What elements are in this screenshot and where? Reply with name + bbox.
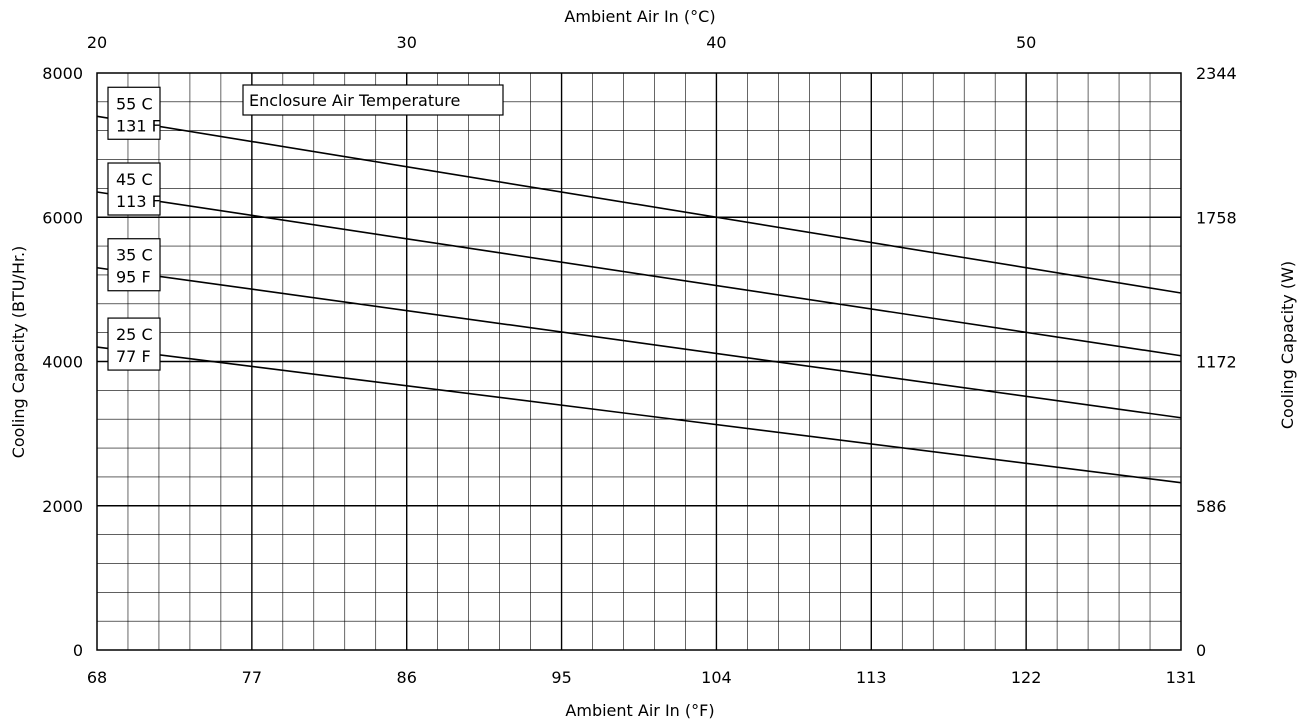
y-axis-title: Cooling Capacity (BTU/Hr.) bbox=[9, 246, 28, 459]
series-label-box: 55 C 131 F bbox=[107, 86, 161, 140]
y2-axis-title: Cooling Capacity (W) bbox=[1278, 261, 1297, 429]
x-tick-label: 122 bbox=[1011, 668, 1042, 687]
x2-axis-title: Ambient Air In (°C) bbox=[564, 7, 715, 26]
x-tick-label: 113 bbox=[856, 668, 887, 687]
series-label-frame bbox=[107, 162, 161, 216]
series-label-box: 45 C 113 F bbox=[107, 162, 161, 216]
x-tick-label: 104 bbox=[701, 668, 732, 687]
y-tick-label: 0 bbox=[73, 641, 83, 660]
series-label-fahrenheit: 113 F bbox=[116, 192, 161, 211]
x2-tick-label: 20 bbox=[87, 33, 107, 52]
x-tick-label: 77 bbox=[242, 668, 262, 687]
series-label-celsius: 55 C bbox=[116, 94, 153, 113]
y-tick-label: 8000 bbox=[42, 64, 83, 83]
series-lines bbox=[96, 115, 1182, 484]
series-label-box: 35 C 95 F bbox=[107, 238, 161, 292]
legend-title: Enclosure Air Temperature bbox=[249, 91, 460, 110]
x2-tick-label: 30 bbox=[397, 33, 417, 52]
y-axis-ticks: 0 2000 4000 6000 8000 bbox=[42, 64, 83, 660]
y2-tick-label: 1758 bbox=[1196, 208, 1237, 227]
series-label-frame bbox=[107, 317, 161, 371]
series-line bbox=[96, 191, 1182, 357]
plot-frame bbox=[96, 72, 1182, 651]
y2-tick-label: 1172 bbox=[1196, 353, 1237, 372]
series-line bbox=[96, 266, 1182, 419]
series-labels: 55 C 131 F 45 C 113 F 35 C 95 F 25 C 77 F bbox=[107, 86, 161, 371]
y-tick-label: 4000 bbox=[42, 353, 83, 372]
series-line bbox=[96, 115, 1182, 294]
y-tick-label: 6000 bbox=[42, 208, 83, 227]
y2-tick-label: 586 bbox=[1196, 497, 1227, 516]
series-label-celsius: 25 C bbox=[116, 325, 153, 344]
series-label-fahrenheit: 77 F bbox=[116, 347, 151, 366]
y-tick-label: 2000 bbox=[42, 497, 83, 516]
series-label-fahrenheit: 95 F bbox=[116, 268, 151, 287]
series-label-celsius: 35 C bbox=[116, 246, 153, 265]
x-tick-label: 68 bbox=[87, 668, 107, 687]
series-label-fahrenheit: 131 F bbox=[116, 116, 161, 135]
x2-tick-label: 40 bbox=[706, 33, 726, 52]
grid bbox=[97, 73, 1181, 650]
y2-tick-label: 0 bbox=[1196, 641, 1206, 660]
x2-axis-ticks: 20 30 40 50 bbox=[87, 33, 1037, 52]
series-label-box: 25 C 77 F bbox=[107, 317, 161, 371]
x-tick-label: 95 bbox=[551, 668, 571, 687]
y2-tick-label: 2344 bbox=[1196, 64, 1237, 83]
x-axis-ticks: 68 77 86 95 104 113 122 131 bbox=[87, 668, 1196, 687]
series-line bbox=[96, 346, 1182, 484]
x-tick-label: 131 bbox=[1166, 668, 1197, 687]
x-tick-label: 86 bbox=[397, 668, 417, 687]
series-label-frame bbox=[107, 86, 161, 140]
y2-axis-ticks: 0 586 1172 1758 2344 bbox=[1196, 64, 1237, 660]
x-axis-title: Ambient Air In (°F) bbox=[565, 701, 714, 720]
legend-title-box: Enclosure Air Temperature bbox=[242, 84, 504, 116]
series-label-celsius: 45 C bbox=[116, 170, 153, 189]
x2-tick-label: 50 bbox=[1016, 33, 1036, 52]
series-label-frame bbox=[107, 238, 161, 292]
